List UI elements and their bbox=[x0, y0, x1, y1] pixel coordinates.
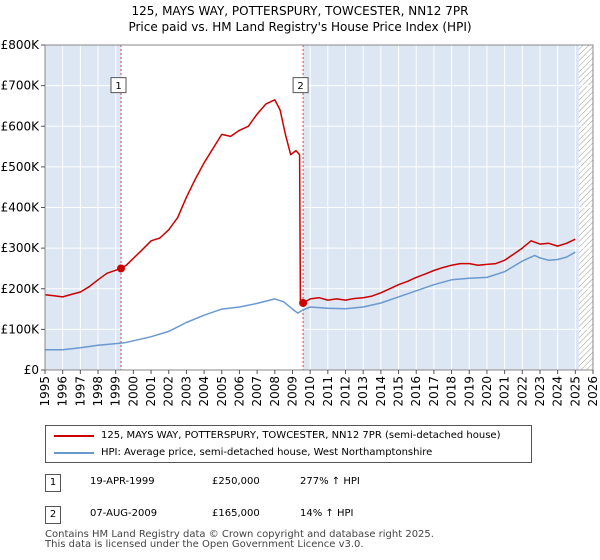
x-tick-label: 2023 bbox=[533, 376, 547, 407]
x-tick-label: 2009 bbox=[285, 376, 299, 407]
x-tick-label: 1997 bbox=[73, 376, 87, 407]
x-tick-label: 2015 bbox=[392, 376, 406, 407]
transaction-number-badge: 2 bbox=[45, 506, 61, 524]
sale-point bbox=[117, 264, 126, 273]
annotation-box bbox=[292, 77, 309, 94]
transaction-date: 19-APR-1999 bbox=[90, 476, 155, 487]
x-tick-label: 2006 bbox=[232, 376, 246, 407]
legend: 125, MAYS WAY, POTTERSPURY, TOWCESTER, N… bbox=[45, 425, 532, 463]
transaction-hpi-change: 277% ↑ HPI bbox=[300, 476, 360, 487]
transaction-row: 1 19-APR-1999 £250,000 277% ↑ HPI bbox=[0, 474, 600, 494]
y-tick-label: £500K bbox=[1, 160, 41, 174]
x-tick-label: 2018 bbox=[445, 376, 459, 407]
x-tick-label: 2004 bbox=[197, 376, 211, 407]
x-tick-label: 2016 bbox=[409, 376, 423, 407]
y-tick-label: £0 bbox=[24, 363, 39, 377]
x-tick-label: 2017 bbox=[427, 376, 441, 407]
sale-point bbox=[299, 298, 308, 307]
x-tick-label: 2022 bbox=[515, 376, 529, 407]
annotation-label: 2 bbox=[297, 81, 303, 92]
x-tick-label: 2026 bbox=[586, 376, 600, 407]
y-tick-label: £400K bbox=[1, 201, 41, 215]
price-chart: 1 2 £0 £100K £200K £300K £400K £500K £600K £700K… bbox=[1, 38, 600, 407]
transaction-row: 2 07-AUG-2009 £165,000 14% ↑ HPI bbox=[0, 506, 600, 526]
x-tick-label: 2020 bbox=[480, 376, 494, 407]
chart-title: 125, MAYS WAY, POTTERSPURY, TOWCESTER, N… bbox=[0, 3, 600, 35]
chart-title-line-1: 125, MAYS WAY, POTTERSPURY, TOWCESTER, N… bbox=[131, 4, 469, 18]
x-tick-label: 2001 bbox=[144, 376, 158, 407]
transaction-price: £165,000 bbox=[212, 508, 260, 519]
annotation-box bbox=[110, 77, 127, 94]
transaction-hpi-change: 14% ↑ HPI bbox=[300, 508, 354, 519]
x-tick-label: 2021 bbox=[498, 376, 512, 407]
y-tick-label: £200K bbox=[1, 282, 41, 296]
x-tick-label: 1995 bbox=[38, 376, 52, 407]
x-tick-label: 2024 bbox=[551, 376, 565, 407]
y-tick-label: £600K bbox=[1, 119, 41, 133]
x-tick-label: 2019 bbox=[462, 376, 476, 407]
y-tick-label: £300K bbox=[1, 241, 41, 255]
x-tick-label: 1999 bbox=[109, 376, 123, 407]
legend-label-hpi: HPI: Average price, semi-detached house,… bbox=[101, 447, 433, 458]
transaction-price: £250,000 bbox=[212, 476, 260, 487]
x-tick-label: 1998 bbox=[91, 376, 105, 407]
y-tick-label: £700K bbox=[1, 79, 41, 93]
x-tick-label: 2002 bbox=[162, 376, 176, 407]
legend-swatch-property bbox=[54, 435, 94, 437]
x-tick-label: 2007 bbox=[250, 376, 264, 407]
chart-title-line-2: Price paid vs. HM Land Registry's House … bbox=[128, 20, 472, 34]
x-tick-label: 1996 bbox=[56, 376, 70, 407]
annotation-label: 1 bbox=[115, 81, 121, 92]
x-tick-label: 2012 bbox=[339, 376, 353, 407]
x-tick-label: 2008 bbox=[268, 376, 282, 407]
hpi-line bbox=[45, 251, 576, 351]
x-tick-label: 2000 bbox=[126, 376, 140, 407]
y-tick-label: £100K bbox=[1, 322, 41, 336]
x-tick-label: 2011 bbox=[321, 376, 335, 407]
footer: Contains HM Land Registry data © Crown c… bbox=[45, 530, 434, 550]
x-tick-label: 2003 bbox=[179, 376, 193, 407]
footer-line-1: Contains HM Land Registry data © Crown c… bbox=[45, 529, 434, 540]
x-tick-label: 2014 bbox=[374, 376, 388, 407]
legend-label-property: 125, MAYS WAY, POTTERSPURY, TOWCESTER, N… bbox=[101, 430, 501, 441]
x-tick-label: 2005 bbox=[215, 376, 229, 407]
legend-swatch-hpi bbox=[54, 452, 94, 454]
transaction-date: 07-AUG-2009 bbox=[90, 508, 158, 519]
y-tick-label: £800K bbox=[1, 38, 41, 52]
transaction-number-badge: 1 bbox=[45, 474, 61, 492]
x-tick-label: 2025 bbox=[568, 376, 582, 407]
footer-line-2: This data is licensed under the Open Gov… bbox=[45, 539, 364, 550]
x-tick-label: 2010 bbox=[303, 376, 317, 407]
x-tick-label: 2013 bbox=[356, 376, 370, 407]
